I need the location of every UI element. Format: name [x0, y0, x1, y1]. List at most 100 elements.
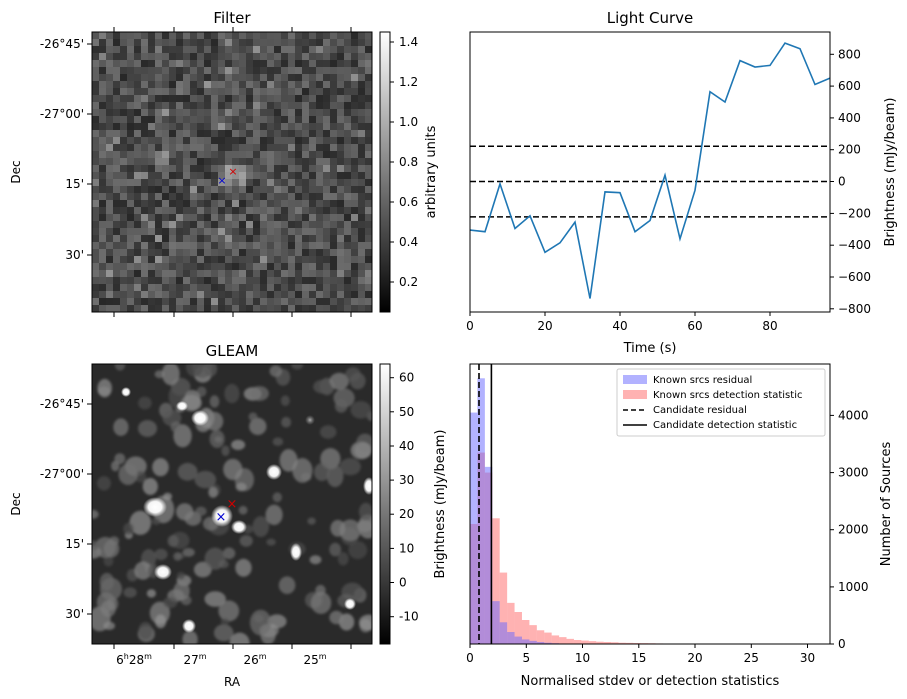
- filter-pixel: [99, 256, 107, 264]
- filter-pixel: [253, 172, 261, 180]
- filter-pixel: [302, 165, 310, 173]
- gleam-noise-blob: [138, 396, 152, 410]
- filter-pixel: [113, 67, 121, 75]
- filter-pixel: [197, 179, 205, 187]
- filter-pixel: [113, 88, 121, 96]
- filter-pixel: [211, 130, 219, 138]
- filter-pixel: [246, 32, 254, 40]
- filter-pixel: [323, 298, 331, 306]
- filter-pixel: [211, 74, 219, 82]
- filter-pixel: [246, 123, 254, 131]
- detection-bar: [573, 640, 582, 644]
- filter-pixel: [141, 46, 149, 54]
- filter-pixel: [246, 207, 254, 215]
- filter-pixel: [274, 102, 282, 110]
- filter-pixel: [302, 74, 310, 82]
- filter-pixel: [337, 284, 345, 292]
- filter-pixel: [358, 298, 366, 306]
- filter-pixel: [225, 95, 233, 103]
- filter-pixel: [337, 200, 345, 208]
- filter-pixel: [92, 95, 100, 103]
- filter-pixel: [211, 39, 219, 47]
- filter-pixel: [274, 109, 282, 117]
- filter-pixel: [295, 228, 303, 236]
- filter-pixel: [99, 235, 107, 243]
- filter-pixel: [323, 123, 331, 131]
- x-tick-label: 20: [687, 651, 702, 665]
- filter-pixel: [253, 137, 261, 145]
- filter-pixel: [316, 270, 324, 278]
- filter-pixel: [274, 151, 282, 159]
- filter-pixel: [351, 235, 359, 243]
- gleam-noise-blob: [138, 622, 153, 640]
- filter-pixel: [204, 214, 212, 222]
- filter-pixel: [365, 214, 372, 222]
- filter-pixel: [288, 256, 296, 264]
- filter-pixel: [134, 298, 142, 306]
- filter-pixel: [106, 60, 114, 68]
- filter-pixel: [162, 102, 170, 110]
- filter-pixel: [274, 81, 282, 89]
- filter-pixel: [176, 81, 184, 89]
- filter-pixel: [323, 207, 331, 215]
- filter-pixel: [225, 102, 233, 110]
- filter-pixel: [169, 277, 177, 285]
- gleam-noise-blob: [235, 482, 247, 492]
- filter-pixel: [302, 235, 310, 243]
- filter-pixel: [106, 291, 114, 299]
- gleam-noise-blob: [280, 395, 290, 407]
- filter-pixel: [358, 284, 366, 292]
- filter-pixel: [358, 179, 366, 187]
- filter-pixel: [358, 277, 366, 285]
- filter-pixel: [337, 102, 345, 110]
- filter-pixel: [92, 53, 100, 61]
- filter-pixel: [169, 158, 177, 166]
- filter-pixel: [204, 137, 212, 145]
- filter-pixel: [246, 116, 254, 124]
- filter-pixel: [169, 137, 177, 145]
- filter-pixel: [358, 32, 366, 40]
- detection-bar: [514, 612, 522, 644]
- filter-pixel: [309, 46, 317, 54]
- filter-pixel: [302, 95, 310, 103]
- filter-pixel: [365, 186, 372, 194]
- filter-pixel: [134, 151, 142, 159]
- filter-pixel: [169, 193, 177, 201]
- filter-pixel: [351, 137, 359, 145]
- filter-pixel: [260, 123, 268, 131]
- filter-pixel: [134, 186, 142, 194]
- filter-pixel: [330, 137, 338, 145]
- filter-pixel: [99, 74, 107, 82]
- filter-pixel: [288, 81, 296, 89]
- filter-pixel: [169, 228, 177, 236]
- filter-pixel: [106, 305, 114, 312]
- filter-pixel: [281, 39, 289, 47]
- filter-pixel: [316, 102, 324, 110]
- filter-pixel: [225, 88, 233, 96]
- filter-pixel: [218, 235, 226, 243]
- filter-pixel: [225, 53, 233, 61]
- filter-pixel: [225, 270, 233, 278]
- filter-pixel: [260, 165, 268, 173]
- filter-pixel: [190, 60, 198, 68]
- filter-pixel: [253, 158, 261, 166]
- filter-pixel: [211, 228, 219, 236]
- filter-pixel: [344, 95, 352, 103]
- filter-pixel: [218, 109, 226, 117]
- filter-pixel: [274, 116, 282, 124]
- filter-pixel: [351, 81, 359, 89]
- filter-pixel: [155, 102, 163, 110]
- filter-pixel: [106, 228, 114, 236]
- filter-pixel: [99, 193, 107, 201]
- filter-pixel: [176, 39, 184, 47]
- filter-pixel: [155, 235, 163, 243]
- gleam-noise-blob: [134, 470, 147, 483]
- detection-bar: [581, 640, 589, 644]
- gleam-noise-blob: [358, 614, 372, 631]
- filter-pixel: [288, 123, 296, 131]
- filter-pixel: [113, 214, 121, 222]
- filter-pixel: [120, 109, 128, 117]
- filter-pixel: [183, 109, 191, 117]
- filter-pixel: [99, 123, 107, 131]
- filter-pixel: [99, 116, 107, 124]
